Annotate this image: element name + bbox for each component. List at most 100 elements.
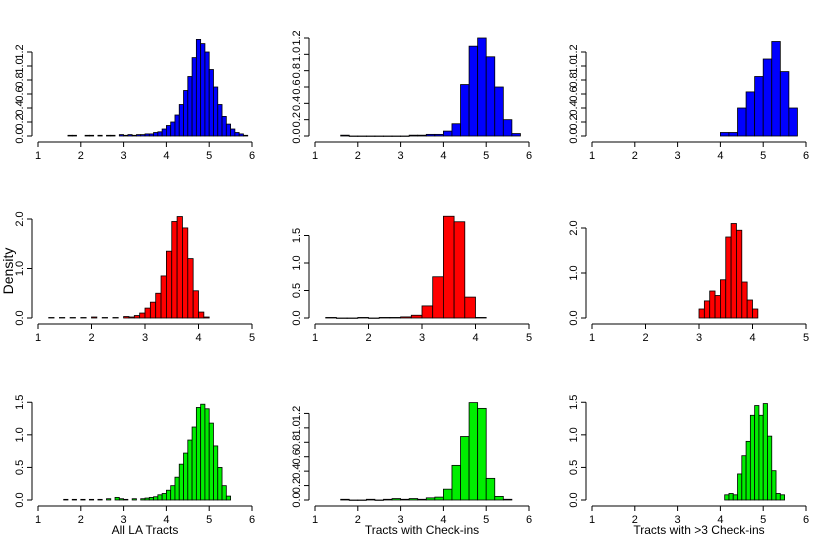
y-tick-label: 1.0 (568, 427, 580, 442)
histogram-bar (728, 493, 734, 501)
y-tick-label: 1.2 (291, 406, 303, 421)
x-tick-label: 3 (398, 150, 404, 162)
y-axis-label: Density (0, 248, 16, 295)
x-tick-label: 6 (803, 514, 809, 526)
histogram-bar (127, 134, 133, 137)
y-tick-label: 0.4 (291, 96, 303, 111)
histogram-bar (153, 132, 159, 137)
y-tick-label: 1.5 (291, 228, 303, 243)
x-tick-label: 1 (589, 332, 595, 344)
histogram-bar (788, 107, 798, 137)
x-tick-label: 2 (365, 332, 371, 344)
histogram-bar (208, 69, 214, 137)
histogram-bar (752, 308, 759, 319)
histogram-bar (80, 317, 87, 319)
histogram-bar (208, 422, 214, 501)
histogram-bar (118, 498, 124, 501)
histogram-bar (221, 485, 227, 501)
histogram-bar (434, 496, 444, 501)
x-tick-label: 4 (749, 332, 755, 344)
histogram-bar (754, 405, 760, 501)
histogram-bar (67, 134, 73, 137)
histogram-bar (340, 498, 350, 501)
x-tick-label: 2 (642, 332, 648, 344)
histogram-bar (417, 498, 427, 501)
histogram-bar (442, 488, 453, 501)
histogram-bar (157, 131, 163, 137)
histogram-panel-1-1: 1 2 3 4 5 6 0.00.20.40.60.81.01.2 (14, 39, 255, 162)
histogram-bar (112, 317, 119, 319)
histogram-bar (754, 76, 764, 137)
histogram-bar (139, 312, 146, 319)
histogram-panel-3-1: 1 2 3 4 5 6 0.0 0.5 1.0 1.5 (14, 395, 255, 526)
x-tick-label: 1 (589, 150, 595, 162)
histogram-bar (123, 316, 130, 319)
histogram-bar (741, 455, 747, 501)
x-tick-label: 3 (675, 150, 681, 162)
histogram-bar (165, 489, 172, 501)
y-tick-label: 1.0 (568, 265, 580, 280)
histogram-panel-3-2: 1 2 3 4 5 6 0.00.20.40.60.81.01.2 (291, 402, 532, 526)
y-tick-label: 0.0 (291, 492, 303, 507)
histogram-bar (183, 452, 189, 501)
x-tick-label: 4 (163, 150, 169, 162)
histogram-bar (400, 498, 410, 501)
histogram-bar (460, 84, 470, 137)
histogram-bar (325, 317, 337, 319)
histogram-bar (195, 39, 202, 137)
histogram-bar (148, 496, 154, 501)
histogram-bar (477, 407, 487, 501)
histogram-bar (217, 104, 223, 137)
histogram-bar (63, 498, 69, 501)
y-tick-label: 0.8 (568, 72, 580, 87)
histogram-bar (698, 308, 705, 319)
histogram-bar (144, 307, 151, 319)
histogram-bar (187, 439, 193, 501)
y-tick-label: 1.0 (291, 47, 303, 62)
histogram-bar (485, 477, 496, 501)
histogram-bar (71, 134, 77, 137)
histogram-bar (97, 498, 103, 501)
x-tick-label: 2 (632, 514, 638, 526)
histogram-bar (174, 114, 180, 137)
histogram-bar (720, 132, 730, 137)
y-tick-label: 0.4 (291, 463, 303, 478)
histogram-bar (703, 300, 711, 319)
histogram-bar (203, 316, 210, 319)
histogram-bar (101, 317, 108, 319)
histogram-bar (357, 317, 369, 319)
x-tick-label: 5 (760, 514, 766, 526)
histogram-bar (187, 76, 193, 137)
histogram-bar (59, 317, 66, 319)
histogram-bar (378, 317, 391, 319)
x-tick-label: 1 (312, 150, 318, 162)
x-tick-label: 1 (589, 514, 595, 526)
histogram-bar (178, 104, 184, 137)
histogram-panel-1-3: 1 2 3 4 5 6 0.00.20.40.60.81.01.2 (568, 41, 809, 162)
x-tick-label: 4 (472, 332, 478, 344)
histogram-bar (155, 292, 162, 319)
y-tick-label: 0.8 (14, 72, 26, 87)
x-tick-label: 6 (249, 514, 255, 526)
histogram-bar (383, 498, 393, 501)
x-tick-label: 1 (35, 332, 41, 344)
histogram-bar (71, 498, 77, 501)
histogram-bar (745, 440, 751, 501)
x-tick-label: 3 (675, 514, 681, 526)
x-tick-label: 5 (483, 150, 489, 162)
x-tick-label: 5 (206, 150, 212, 162)
histogram-bar (183, 90, 189, 137)
x-tick-label: 5 (249, 332, 255, 344)
histogram-bar (421, 305, 434, 319)
y-tick-label: 1.2 (568, 44, 580, 59)
histogram-bar (475, 317, 487, 319)
histogram-bar (106, 498, 112, 501)
histogram-bar (192, 290, 199, 319)
x-tick-label: 2 (88, 332, 94, 344)
histogram-bar (400, 316, 412, 319)
histogram-bar (118, 134, 124, 137)
x-tick-label: 3 (142, 332, 148, 344)
y-tick-label: 0.5 (14, 460, 26, 475)
histogram-bar (442, 215, 455, 319)
histogram-bar (123, 498, 129, 501)
